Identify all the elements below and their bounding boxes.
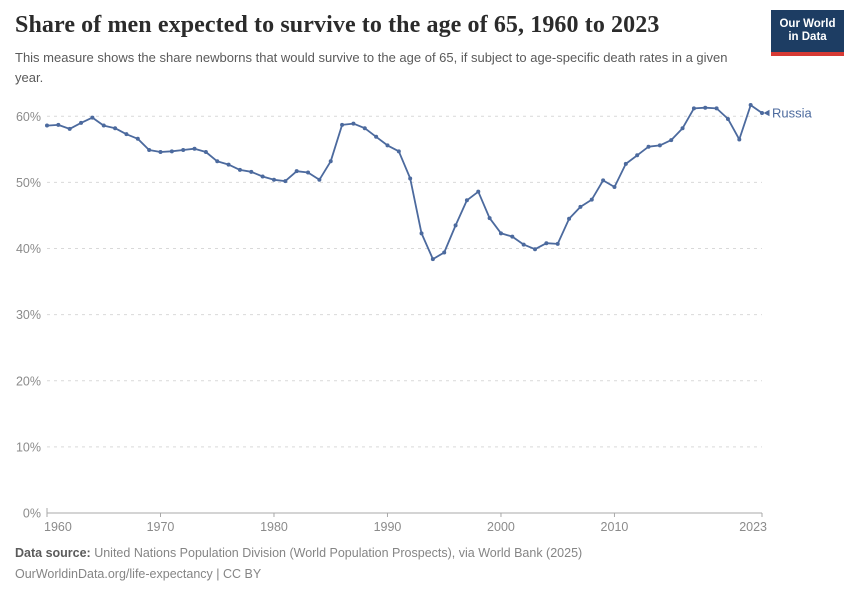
x-tick-label: 2000	[487, 520, 515, 534]
data-point[interactable]	[294, 169, 299, 174]
data-point[interactable]	[271, 177, 276, 182]
page-title: Share of men expected to survive to the …	[15, 12, 660, 38]
data-point[interactable]	[181, 148, 186, 153]
data-point[interactable]	[725, 116, 730, 121]
data-point[interactable]	[510, 234, 515, 239]
data-point[interactable]	[760, 110, 764, 115]
y-tick-label: 50%	[16, 176, 41, 190]
data-point[interactable]	[124, 132, 129, 137]
data-point[interactable]	[283, 179, 288, 184]
data-point[interactable]	[680, 126, 685, 131]
data-point[interactable]	[56, 122, 61, 127]
data-point[interactable]	[669, 138, 674, 143]
y-tick-label: 10%	[16, 440, 41, 454]
data-point[interactable]	[249, 169, 254, 174]
data-point[interactable]	[362, 126, 367, 131]
x-tick-label: 1980	[260, 520, 288, 534]
data-point[interactable]	[714, 106, 719, 111]
data-point[interactable]	[464, 198, 469, 203]
data-point[interactable]	[408, 176, 413, 181]
y-tick-label: 30%	[16, 308, 41, 322]
data-point[interactable]	[67, 126, 72, 131]
data-source-line: Data source: United Nations Population D…	[15, 543, 582, 564]
owid-logo-line1: Our World	[779, 17, 836, 30]
data-point[interactable]	[385, 143, 390, 148]
series-label-russia[interactable]: Russia	[772, 105, 813, 120]
data-point[interactable]	[430, 257, 435, 262]
chart-header: Share of men expected to survive to the …	[15, 12, 765, 88]
data-point[interactable]	[237, 167, 242, 172]
data-point[interactable]	[476, 189, 481, 194]
data-point[interactable]	[555, 241, 560, 246]
data-point[interactable]	[567, 216, 572, 221]
owid-logo-line2: in Data	[788, 31, 827, 43]
data-source-label: Data source:	[15, 546, 91, 560]
data-point[interactable]	[737, 137, 742, 142]
data-point[interactable]	[646, 144, 651, 149]
x-tick-label: 2010	[601, 520, 629, 534]
data-point[interactable]	[419, 231, 424, 236]
data-point[interactable]	[340, 122, 345, 127]
data-point[interactable]	[135, 136, 140, 141]
data-point[interactable]	[703, 105, 708, 110]
owid-logo-red-bar	[771, 52, 844, 56]
y-tick-label: 0%	[23, 507, 41, 521]
data-point[interactable]	[45, 123, 49, 128]
x-tick-label: 2023	[739, 520, 767, 534]
data-point[interactable]	[374, 134, 379, 139]
data-point[interactable]	[101, 123, 106, 128]
data-point[interactable]	[169, 149, 174, 154]
data-point[interactable]	[79, 120, 84, 125]
data-point[interactable]	[601, 178, 606, 183]
data-source-text: United Nations Population Division (Worl…	[90, 546, 583, 560]
data-point[interactable]	[487, 216, 492, 221]
data-point[interactable]	[90, 115, 95, 120]
data-point[interactable]	[691, 106, 696, 111]
data-point[interactable]	[158, 150, 163, 155]
x-tick-label: 1970	[147, 520, 175, 534]
data-point[interactable]	[203, 150, 208, 155]
data-point[interactable]	[521, 242, 526, 247]
data-point[interactable]	[226, 162, 231, 167]
data-point[interactable]	[147, 148, 152, 153]
data-point[interactable]	[748, 103, 753, 108]
y-tick-label: 20%	[16, 374, 41, 388]
data-point[interactable]	[623, 161, 628, 166]
data-point[interactable]	[215, 159, 220, 164]
data-point[interactable]	[657, 143, 662, 148]
russia-line[interactable]	[46, 104, 763, 260]
series-end-arrow-icon	[763, 109, 770, 117]
data-point[interactable]	[351, 121, 356, 126]
data-point[interactable]	[113, 126, 118, 131]
owid-logo: Our World in Data	[771, 10, 844, 56]
data-point[interactable]	[612, 185, 617, 190]
y-tick-label: 40%	[16, 242, 41, 256]
data-point[interactable]	[396, 149, 401, 154]
citation-line[interactable]: OurWorldinData.org/life-expectancy | CC …	[15, 567, 262, 581]
data-point[interactable]	[453, 223, 458, 228]
data-point[interactable]	[544, 241, 549, 246]
x-tick-label: 1990	[374, 520, 402, 534]
data-point[interactable]	[498, 231, 503, 236]
y-tick-label: 60%	[16, 110, 41, 124]
data-point[interactable]	[260, 174, 265, 179]
data-point[interactable]	[317, 177, 322, 182]
data-point[interactable]	[589, 197, 594, 202]
data-point[interactable]	[328, 159, 333, 164]
x-tick-label: 1960	[44, 520, 72, 534]
data-point[interactable]	[306, 170, 311, 175]
data-point[interactable]	[635, 153, 640, 158]
data-point[interactable]	[442, 250, 447, 255]
data-point[interactable]	[533, 247, 538, 252]
data-point[interactable]	[578, 204, 583, 209]
data-point[interactable]	[192, 146, 197, 151]
owid-logo-box: Our World in Data	[771, 10, 844, 52]
chart-subtitle: This measure shows the share newborns th…	[15, 50, 728, 85]
chart-footer: Data source: United Nations Population D…	[15, 543, 582, 585]
